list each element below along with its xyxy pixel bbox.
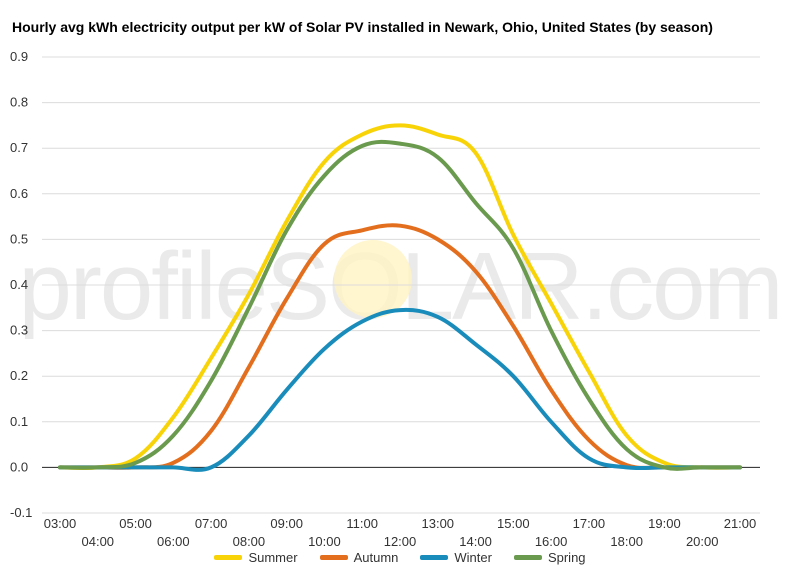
x-tick-label: 15:00 (497, 516, 530, 531)
legend: Summer Autumn Winter Spring (0, 550, 800, 565)
legend-item-winter[interactable]: Winter (420, 550, 492, 565)
legend-label: Winter (454, 550, 492, 565)
y-tick-label: 0.0 (10, 459, 28, 474)
legend-swatch (214, 555, 243, 560)
x-tick-label: 10:00 (308, 534, 341, 549)
x-tick-label: 14:00 (459, 534, 492, 549)
y-axis-ticks: -0.1 0.0 0.1 0.2 0.3 0.4 0.5 0.6 0.7 0.8 0.9 (10, 49, 32, 520)
y-tick-label: 0.9 (10, 49, 28, 64)
x-tick-label: 07:00 (195, 516, 228, 531)
grid-lines (42, 56, 760, 514)
legend-item-autumn[interactable]: Autumn (319, 550, 399, 565)
y-tick-label: 0.7 (10, 140, 28, 155)
x-tick-label: 17:00 (573, 516, 606, 531)
y-tick-label: 0.6 (10, 186, 28, 201)
x-tick-label: 06:00 (157, 534, 190, 549)
y-tick-label: 0.1 (10, 414, 28, 429)
legend-item-summer[interactable]: Summer (214, 550, 298, 565)
x-tick-label: 19:00 (648, 516, 681, 531)
x-tick-label: 21:00 (724, 516, 757, 531)
x-tick-label: 05:00 (119, 516, 152, 531)
legend-label: Autumn (353, 550, 399, 565)
legend-swatch (513, 555, 542, 560)
chart-title: Hourly avg kWh electricity output per kW… (12, 19, 713, 35)
x-tick-label: 13:00 (422, 516, 455, 531)
y-tick-label: -0.1 (10, 505, 32, 520)
legend-swatch (420, 555, 449, 560)
y-tick-label: 0.4 (10, 277, 28, 292)
series-line-autumn (58, 223, 742, 470)
x-tick-label: 11:00 (346, 516, 378, 531)
x-tick-label: 20:00 (686, 534, 719, 549)
series-line-spring (58, 139, 742, 471)
series-lines (58, 123, 742, 472)
x-tick-label: 09:00 (270, 516, 303, 531)
x-tick-label: 12:00 (384, 534, 417, 549)
x-tick-label: 04:00 (82, 534, 115, 549)
x-tick-label: 08:00 (233, 534, 266, 549)
x-tick-label: 03:00 (44, 516, 77, 531)
legend-label: Spring (547, 550, 586, 565)
y-tick-label: 0.3 (10, 323, 28, 338)
legend-swatch (319, 555, 348, 560)
sun-logo (334, 240, 412, 318)
x-axis-ticks: 03:00 04:00 05:00 06:00 07:00 08:00 09:00 10:00… (44, 516, 757, 549)
legend-label: Summer (248, 550, 298, 565)
legend-item-spring[interactable]: Spring (513, 550, 586, 565)
y-tick-label: 0.8 (10, 95, 28, 110)
y-tick-label: 0.5 (10, 231, 28, 246)
series-line-winter (58, 307, 742, 472)
x-tick-label: 16:00 (535, 534, 568, 549)
y-tick-label: 0.2 (10, 368, 28, 383)
series-line-summer (58, 123, 742, 471)
x-tick-label: 18:00 (610, 534, 643, 549)
